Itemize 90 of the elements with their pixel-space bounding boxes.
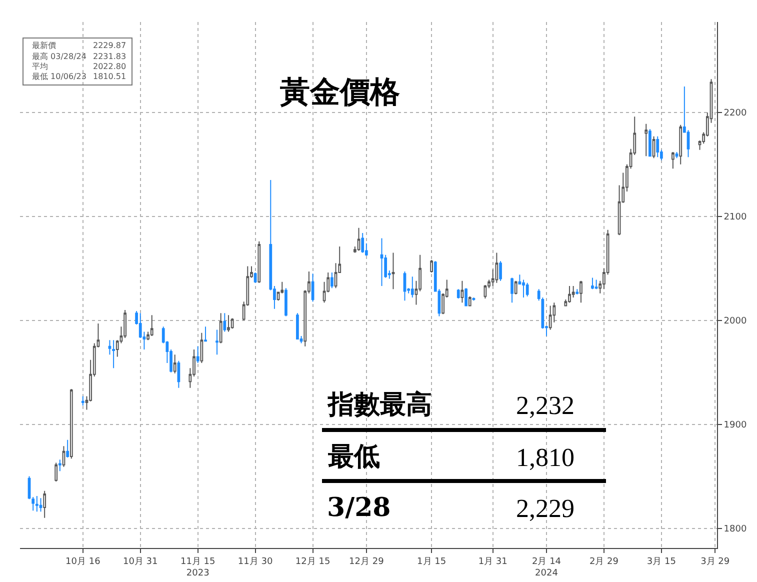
candlestick — [460, 280, 464, 304]
annotation: 2,229 — [516, 494, 574, 523]
annotation: 指數最高 — [327, 390, 432, 420]
candlestick — [330, 272, 334, 289]
candlestick — [679, 124, 682, 165]
text: 黃金價格 — [280, 75, 400, 110]
candlestick — [357, 227, 360, 252]
annotation: 1,810 — [516, 443, 574, 472]
candlestick — [66, 439, 70, 458]
x-tick-label: 12月 29 — [349, 556, 384, 567]
x-tick-label: 1月 15 — [417, 556, 446, 567]
candlestick — [43, 490, 46, 518]
candlestick — [392, 252, 395, 290]
x-tick-label: 10月 31 — [122, 556, 158, 567]
candlestick — [464, 288, 468, 306]
candlestick — [124, 309, 126, 339]
candlestick — [112, 340, 115, 369]
candlestick — [284, 288, 288, 317]
candlestick — [227, 314, 230, 332]
annotation: 1810.51 — [93, 72, 126, 81]
candlestick — [81, 396, 84, 406]
candlestick — [644, 123, 648, 157]
annotation: 2,232 — [516, 391, 574, 420]
candlestick — [675, 151, 678, 159]
candlestick — [468, 296, 472, 306]
annotation: 最低 — [327, 442, 380, 472]
candlestick — [672, 151, 674, 170]
candlestick — [150, 314, 154, 336]
candlestick — [70, 388, 73, 460]
candlestick — [108, 340, 112, 356]
candlestick — [510, 277, 514, 304]
x-tick-label: 3月 15 — [646, 556, 676, 567]
candlestick — [39, 498, 42, 512]
candlestick — [495, 252, 498, 284]
annotation: 最低 10/06/23 — [32, 72, 86, 81]
annotation: 最新價 — [32, 41, 56, 50]
candlestick — [648, 128, 652, 157]
candlestick — [62, 446, 66, 468]
candlestick — [591, 277, 594, 290]
x-tick-label: 3月 29 — [700, 556, 730, 567]
candlestick — [499, 260, 502, 282]
candlestick — [216, 329, 218, 356]
candlestick — [594, 279, 598, 290]
candlestick — [361, 232, 364, 254]
candlestick — [568, 286, 571, 304]
candlestick — [296, 312, 299, 340]
y-tick-label: 1800 — [724, 524, 747, 534]
annotation: 平均 — [32, 62, 48, 71]
y-tick-label: 2000 — [724, 316, 747, 326]
y-tick-label: 2200 — [724, 108, 747, 119]
candlestick — [35, 496, 38, 512]
annotation: 最高 03/28/24 — [32, 52, 86, 61]
annotation: 3/28 — [327, 493, 391, 523]
candlestick — [230, 318, 234, 330]
x-tick-label: 2月 29 — [589, 556, 619, 567]
candlestick — [526, 282, 529, 297]
candlestick — [258, 240, 261, 284]
candlestick — [456, 288, 460, 300]
annotation: 2022.80 — [93, 62, 126, 71]
candlestick — [200, 332, 204, 364]
candlestick — [219, 312, 222, 344]
candlestick — [410, 276, 414, 298]
x-tick-label: 11月 15 2023 — [180, 556, 216, 578]
candlestick — [403, 270, 406, 302]
candlestick — [311, 273, 314, 302]
x-tick-label: 10月 16 — [66, 556, 101, 567]
candlestick — [576, 288, 579, 295]
candlestick — [580, 280, 582, 304]
candlestick — [58, 459, 62, 472]
candlestick — [254, 272, 257, 284]
candlestick — [548, 305, 552, 330]
x-tick-label: 11月 30 — [238, 556, 273, 567]
candlestick — [223, 312, 226, 332]
candlestick — [54, 462, 58, 482]
candlestick — [196, 346, 200, 364]
candlestick — [656, 136, 660, 158]
y-tick-label: 1900 — [724, 420, 747, 430]
x-tick-label: 12月 15 — [295, 556, 330, 567]
x-tick-label: 2月 14 2024 — [532, 556, 562, 578]
candlestick — [652, 136, 656, 159]
x-tick-label: 1月 31 — [478, 556, 508, 567]
candlestick — [430, 260, 433, 274]
annotation: 2229.87 — [93, 41, 126, 50]
candlestick — [204, 326, 207, 342]
candlestick — [380, 238, 384, 287]
candlestick — [514, 280, 518, 295]
annotation: 2231.83 — [93, 52, 126, 61]
candlestick — [177, 360, 180, 388]
candlestick — [173, 354, 176, 374]
y-tick-label: 2100 — [724, 212, 747, 223]
